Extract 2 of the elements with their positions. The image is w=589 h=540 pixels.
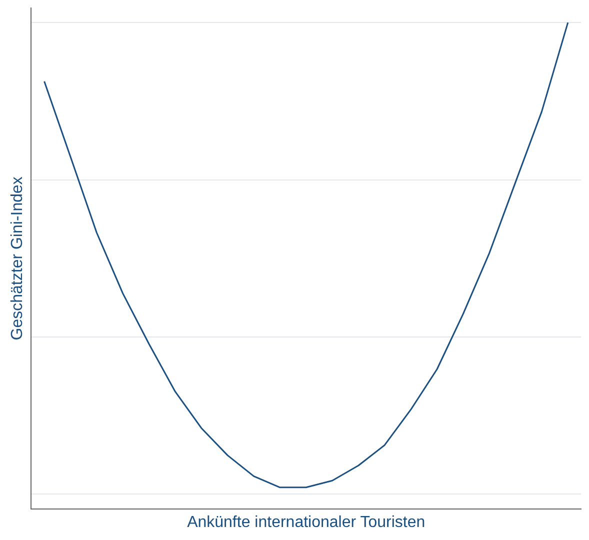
x-axis-title: Ankünfte internationaler Touristen xyxy=(187,514,426,531)
y-axis-title: Geschätzter Gini-Index xyxy=(9,176,26,340)
